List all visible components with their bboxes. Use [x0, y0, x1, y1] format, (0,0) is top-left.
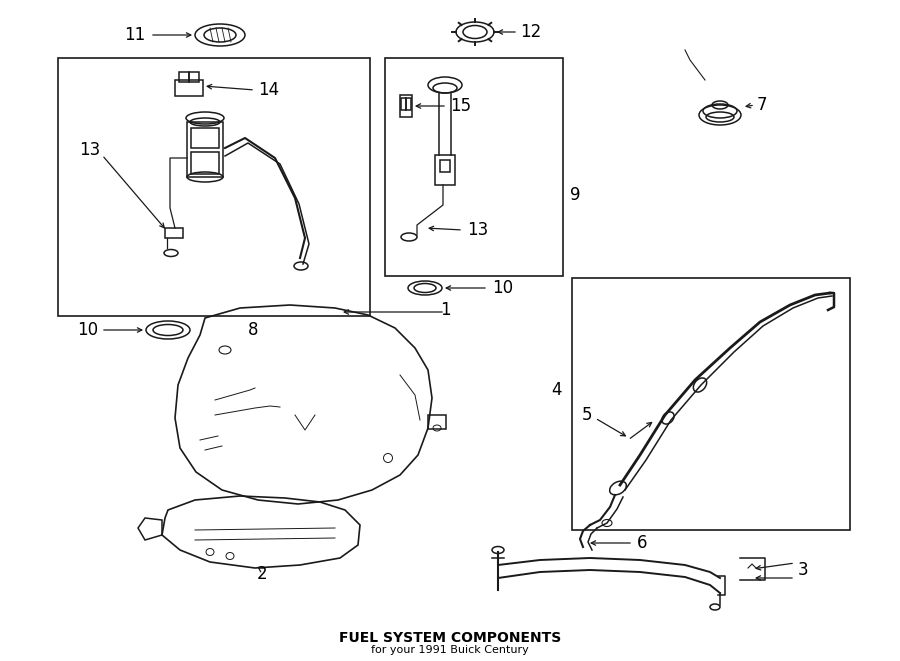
Bar [385, 58, 563, 276]
Text: 13: 13 [79, 141, 100, 159]
Bar [189, 72, 199, 82]
Bar [406, 98, 411, 110]
Text: 8: 8 [248, 321, 258, 339]
Bar [191, 152, 219, 174]
Bar [187, 122, 223, 177]
Bar [165, 228, 183, 238]
Text: 2: 2 [256, 565, 267, 583]
Text: 10: 10 [492, 279, 513, 297]
Bar [435, 155, 455, 185]
Text: 9: 9 [570, 186, 580, 204]
Text: FUEL SYSTEM COMPONENTS: FUEL SYSTEM COMPONENTS [339, 631, 561, 645]
Bar [58, 58, 370, 316]
Bar [175, 80, 203, 96]
Text: 15: 15 [450, 97, 471, 115]
Bar [191, 128, 219, 148]
Text: 3: 3 [798, 561, 808, 579]
Text: 14: 14 [258, 81, 279, 99]
Bar [428, 415, 446, 429]
Bar [179, 72, 189, 82]
Text: 1: 1 [440, 301, 451, 319]
Bar [401, 98, 406, 110]
Text: 4: 4 [551, 381, 562, 399]
Text: 13: 13 [467, 221, 488, 239]
Text: 11: 11 [124, 26, 145, 44]
Text: 5: 5 [581, 406, 592, 424]
Bar [572, 278, 850, 530]
Text: 6: 6 [637, 534, 647, 552]
Text: 12: 12 [520, 23, 541, 41]
Text: for your 1991 Buick Century: for your 1991 Buick Century [371, 645, 529, 655]
Text: 10: 10 [76, 321, 98, 339]
Text: 7: 7 [757, 96, 768, 114]
Bar [440, 160, 450, 172]
Bar [400, 95, 412, 117]
